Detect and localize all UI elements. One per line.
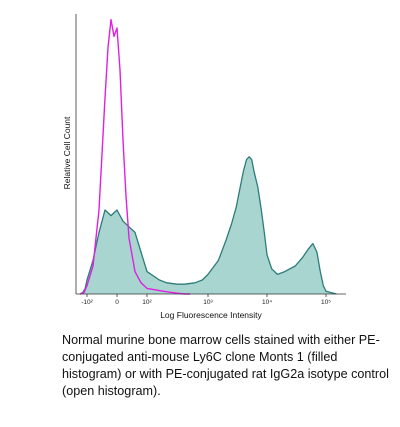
filled-histogram-area: [80, 156, 337, 294]
filled-histogram-line: [79, 156, 337, 295]
x-tick-label: -10²: [81, 299, 93, 306]
histogram-plot: -10² 0 10² 10³ 10⁴ 10⁵ Log Fluorescence Inten…: [62, 14, 346, 320]
x-tick-label: 10⁵: [321, 299, 331, 306]
x-tick-label: 0: [115, 299, 119, 306]
plot-area: [79, 18, 337, 295]
x-tick-label: 10²: [142, 299, 152, 306]
figure-caption: Normal murine bone marrow cells stained …: [62, 333, 389, 398]
x-axis-label: Log Fluorescence Intensity: [160, 310, 262, 320]
x-tick-label: 10⁴: [262, 299, 272, 306]
y-axis-label: Relative Cell Count: [62, 116, 72, 189]
x-ticks: -10² 0 10² 10³ 10⁴ 10⁵: [81, 294, 331, 306]
open-histogram-line: [79, 18, 191, 295]
x-tick-label: 10³: [203, 299, 213, 306]
